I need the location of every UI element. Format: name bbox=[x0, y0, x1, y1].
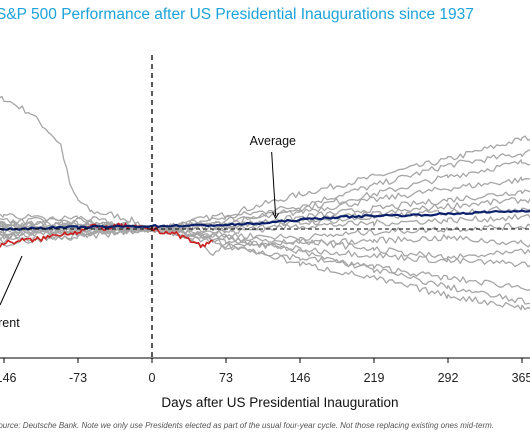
x-tick-label: 73 bbox=[219, 371, 233, 385]
x-tick-label: 365 bbox=[512, 371, 530, 385]
x-tick-label: 219 bbox=[364, 371, 385, 385]
x-tick-label: -73 bbox=[69, 371, 87, 385]
x-tick-label: 292 bbox=[438, 371, 459, 385]
current-annotation-label: Current bbox=[0, 316, 20, 330]
historical-series-line-12 bbox=[0, 224, 530, 292]
x-tick-label: -146 bbox=[0, 371, 17, 385]
historical-series-line-8 bbox=[0, 213, 530, 235]
average-annotation-label: Average bbox=[250, 134, 296, 148]
average-annotation-arrow bbox=[271, 151, 277, 217]
source-note: Source: Deutsche Bank. Note we only use … bbox=[0, 421, 494, 430]
historical-series-line-15 bbox=[0, 221, 530, 305]
current-annotation-arrow bbox=[0, 255, 23, 306]
x-tick-label: 0 bbox=[149, 371, 156, 385]
chart-title: S&P 500 Performance after US Presidentia… bbox=[0, 6, 474, 23]
current-series-line bbox=[0, 222, 213, 249]
average-annotation-arrowhead bbox=[272, 212, 280, 220]
historical-series-line-5 bbox=[0, 189, 530, 238]
historical-series-line-1 bbox=[0, 135, 530, 231]
historical-series-line-14 bbox=[0, 220, 530, 260]
x-axis-label: Days after US Presidential Inauguration bbox=[161, 395, 399, 410]
historical-series-line-0 bbox=[0, 95, 153, 232]
historical-series-line-4 bbox=[0, 176, 530, 233]
historical-series-line-13 bbox=[0, 225, 530, 311]
x-tick-label: 146 bbox=[290, 371, 311, 385]
